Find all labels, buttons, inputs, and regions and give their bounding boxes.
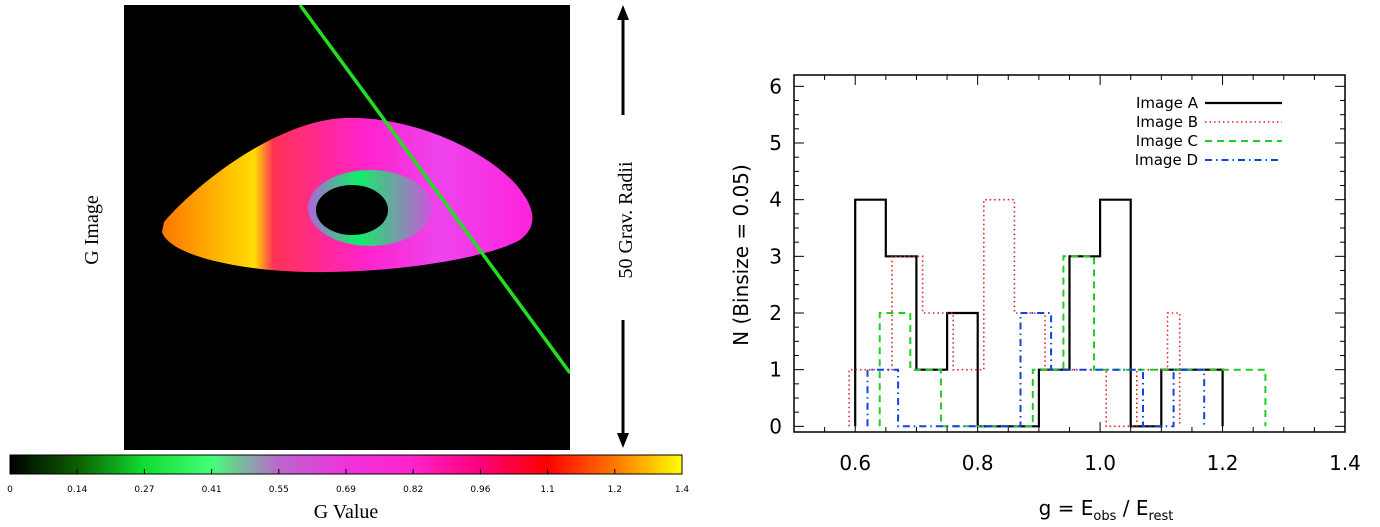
scale-arrow [617,5,629,448]
colorbar-tick-label: 0.96 [470,485,490,495]
histogram-ylabel: N (Binsize = 0.05) [729,164,753,346]
series-image-d [866,312,1206,428]
y-tick-label: 0 [769,414,782,438]
cut-line [298,5,570,375]
series-image-a [854,198,1224,428]
colorbar-tick-label: 0.27 [134,485,154,495]
colorbar-tick-label: 0.82 [403,485,423,495]
x-tick-label: 0.8 [962,451,994,475]
x-tick-label: 1.4 [1329,451,1361,475]
legend-label: Image A [1136,94,1199,112]
legend-label: Image D [1135,151,1198,169]
x-tick-label: 1.2 [1207,451,1239,475]
colorbar-tick-label: 0.41 [202,485,222,495]
y-tick-label: 6 [769,74,782,98]
colorbar-tick-label: 0.14 [67,485,87,495]
g-image-ylabel: G Image [81,195,103,265]
x-tick-label: 1.0 [1084,451,1116,475]
y-tick-label: 4 [769,188,782,212]
xlabel-mid: / E [1116,496,1148,520]
xlabel-sub-rest: rest [1148,509,1173,524]
black-hole-shadow [316,185,388,235]
colorbar-tick-label: 1.4 [675,485,690,495]
colorbar-label: G Value [314,501,379,523]
legend-label: Image B [1136,113,1198,131]
colorbar-tick-label: 1.2 [608,485,622,495]
y-tick-label: 1 [769,358,782,382]
legend-label: Image C [1136,132,1198,150]
series-image-c [878,255,1267,428]
y-tick-label: 5 [769,131,782,155]
colorbar-tick-label: 0.69 [336,485,356,495]
colorbar-tick-label: 1.1 [540,485,554,495]
colorbar-tick-label: 0.55 [269,485,289,495]
histogram-series [848,198,1267,428]
g-image-panel: G Image 50 Grav. Radii 0 0.14 0.27 0.41 0.55… [7,5,689,523]
y-tick-label: 3 [769,244,782,268]
colorbar-tick-label: 0 [7,485,13,495]
colorbar-ticks: 0 0.14 0.27 0.41 0.55 0.69 0.82 0.96 1.1 1.2 1.4 [7,469,689,495]
xlabel-base: g = E [1039,496,1094,520]
y-tick-label: 2 [769,301,782,325]
histogram-axes: 0.6 0.8 1.0 1.2 1.4 0 1 2 3 4 5 6 [769,74,1361,475]
xlabel-sub-obs: obs [1093,509,1116,524]
x-tick-label: 0.6 [839,451,871,475]
histogram-xlabel: g = Eobs / Erest [1039,496,1174,524]
scale-label: 50 Grav. Radii [615,161,637,278]
plot-frame [793,74,1346,433]
